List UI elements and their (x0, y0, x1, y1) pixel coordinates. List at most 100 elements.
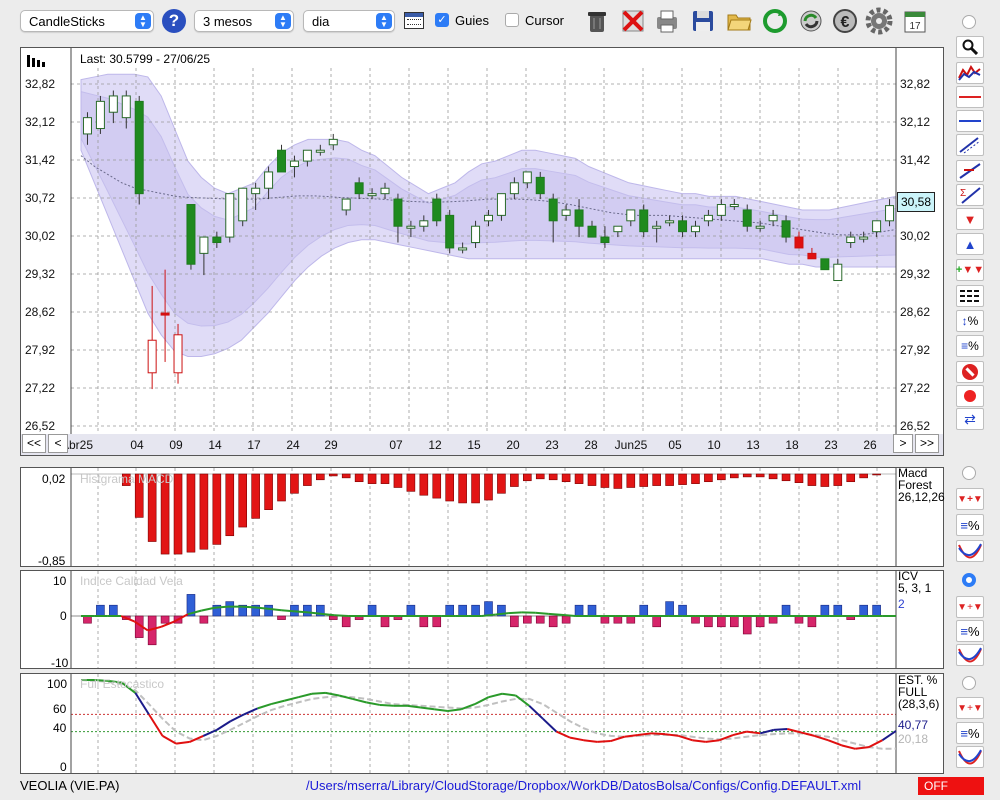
chart-type-select[interactable]: CandleSticks ▲ ▼ (20, 10, 154, 32)
sync-icon[interactable] (796, 6, 826, 36)
guides-checkbox[interactable]: ✓ (435, 13, 449, 27)
trendline-button[interactable] (956, 160, 984, 182)
open-folder-icon[interactable] (724, 6, 754, 36)
fibonacci-button[interactable]: Σ (956, 184, 984, 206)
stoch-k-line (732, 730, 747, 737)
icv-bar-negative (768, 615, 778, 624)
stoch-panel[interactable] (20, 673, 944, 774)
arrow-down-button[interactable]: ▼ (956, 208, 984, 230)
candle-body (82, 117, 92, 135)
panel-radio-stoch[interactable] (962, 676, 976, 690)
icv-signal-line (308, 611, 322, 615)
candle-body (613, 225, 623, 233)
x-tick-label: 10 (707, 438, 721, 452)
stoch-k-line (583, 739, 598, 743)
panel-radio-macd[interactable] (962, 466, 976, 480)
stoch-d-value: 20,18 (898, 732, 929, 746)
macd-curve-button[interactable] (956, 540, 984, 562)
print-icon[interactable] (652, 6, 682, 36)
record-button[interactable] (956, 385, 984, 407)
no-entry-icon (962, 364, 978, 380)
delete-icon[interactable] (618, 6, 648, 36)
icv-panel[interactable] (20, 570, 944, 669)
candle-body (186, 204, 196, 265)
calendar-17-icon[interactable]: 17 (900, 6, 930, 36)
panel-radio-main[interactable] (962, 15, 976, 29)
icv-bar-negative (613, 615, 623, 624)
macd-percent-button[interactable]: ≡% (956, 514, 984, 536)
stoch-signal-button[interactable]: ▼+▼ (956, 697, 984, 719)
help-icon[interactable]: ? (162, 9, 186, 33)
stoch-k-line (284, 696, 299, 702)
stoch-percent-button[interactable]: ≡% (956, 722, 984, 744)
macd-signal-button[interactable]: ▼+▼ (956, 488, 984, 510)
icv-bar-positive (186, 594, 196, 617)
nav-prev-button[interactable]: < (48, 434, 68, 453)
icv-signal-button[interactable]: ▼+▼ (956, 596, 984, 618)
candle-body (341, 198, 351, 211)
stoch-k-line (515, 694, 530, 707)
nav-next-button[interactable]: > (893, 434, 913, 453)
arrow-up-button[interactable]: ▲ (956, 233, 984, 255)
save-icon[interactable] (688, 6, 718, 36)
icv-signal-line (334, 614, 349, 617)
stoch-legend-name: EST. % (898, 673, 938, 687)
y-tick-label-left: 26,52 (25, 419, 55, 433)
nav-first-button[interactable]: << (22, 434, 46, 453)
list-button[interactable] (956, 285, 984, 307)
y-tick-label-left: 30,02 (25, 229, 55, 243)
nav-last-button[interactable]: >> (915, 434, 939, 453)
icv-curve-icon (958, 647, 982, 663)
macd-panel[interactable] (20, 467, 944, 567)
stoch-k-line (243, 707, 258, 716)
candle-body (496, 193, 506, 216)
y-tick-label-left: 32,12 (25, 115, 55, 129)
macd-bar (406, 473, 416, 492)
channel-button[interactable] (956, 134, 984, 156)
period-value: 3 mesos (203, 14, 253, 29)
icv-signal-line (187, 609, 202, 616)
add-signal-button[interactable]: +▼▼ (956, 259, 984, 281)
main-chart-panel[interactable]: 32,8232,8232,1232,1231,4231,4230,7230,72… (20, 47, 944, 456)
icv-legend-params: 5, 3, 1 (898, 581, 932, 595)
gear-icon[interactable] (864, 6, 894, 36)
macd-bar (484, 473, 493, 501)
refresh-icon[interactable] (760, 6, 790, 36)
period-select[interactable]: 3 mesos ▲ ▼ (194, 10, 294, 32)
icv-curve-button[interactable] (956, 644, 984, 666)
indicator-chart-button[interactable] (956, 62, 984, 84)
zoom-button[interactable] (956, 36, 984, 58)
cursor-checkbox[interactable] (505, 13, 519, 27)
trash-icon[interactable] (582, 6, 612, 36)
blue-line-button[interactable] (956, 110, 984, 132)
icv-bar-negative (626, 615, 636, 624)
swap-button[interactable]: ⇄ (956, 408, 984, 430)
candle-body (768, 214, 778, 222)
symbol-label: VEOLIA (VIE.PA) (20, 778, 120, 793)
macd-bar (367, 473, 377, 484)
candle-body (716, 204, 726, 216)
y-tick-label-left: 32,82 (25, 77, 55, 91)
percent-range-button[interactable]: ↕% (956, 310, 984, 332)
icv-bar-positive (574, 604, 584, 617)
candle-body (354, 182, 364, 195)
interval-select[interactable]: dia ▲ ▼ (303, 10, 395, 32)
euro-icon[interactable]: € (830, 6, 860, 36)
icv-bar-positive (316, 604, 325, 617)
stoch-k-line (406, 704, 421, 709)
price-chart[interactable]: 32,8232,8232,1232,1231,4231,4230,7230,72… (21, 48, 943, 455)
panel-radio-icv[interactable] (962, 573, 976, 587)
off-indicator[interactable]: OFF (918, 777, 984, 795)
percent-lines-button[interactable]: ≡% (956, 335, 984, 357)
calendar-grid-icon[interactable] (404, 12, 424, 29)
macd-legend-params: 26,12,26 (898, 490, 945, 504)
red-line-button[interactable] (956, 86, 984, 108)
stoch-k-line (528, 705, 544, 720)
icv-percent-button[interactable]: ≡% (956, 620, 984, 642)
candle-body (445, 214, 455, 249)
icv-bar-negative (523, 615, 532, 624)
icv-bar-positive (445, 604, 454, 617)
stop-button[interactable] (956, 361, 984, 383)
stoch-curve-button[interactable] (956, 746, 984, 768)
config-path-link[interactable]: /Users/mserra/Library/CloudStorage/Dropb… (306, 778, 862, 793)
